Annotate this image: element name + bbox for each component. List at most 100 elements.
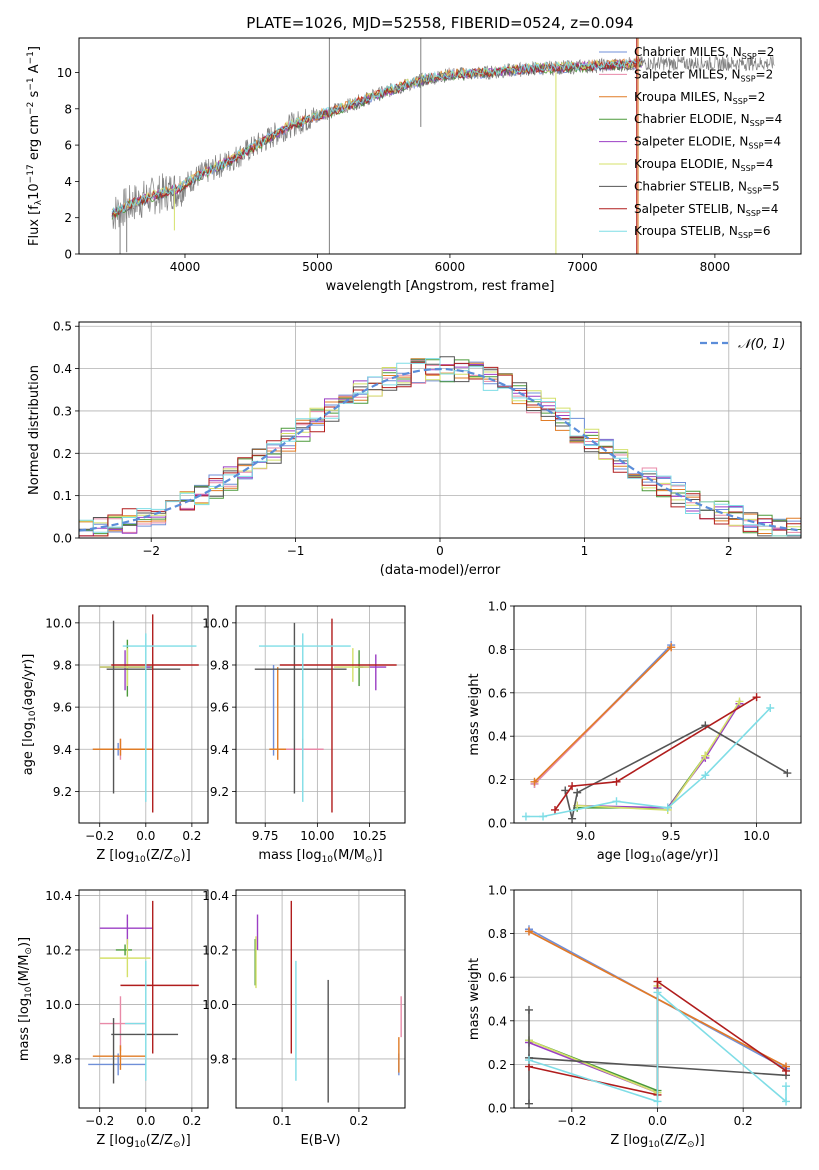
y-axis-label: mass [log10(M/M⊙)] bbox=[17, 937, 34, 1061]
y-tick-label: 4 bbox=[64, 175, 72, 189]
plus-marker bbox=[653, 1097, 662, 1106]
grid bbox=[79, 606, 208, 823]
series-chabrier-elodie bbox=[524, 984, 662, 1095]
x-axis-label: Z [log10(Z/Z⊙)] bbox=[610, 1133, 704, 1150]
legend-n: =6 bbox=[753, 224, 771, 238]
x-axis-label-part: )] bbox=[181, 848, 191, 863]
x-axis-label: wavelength [Angstrom, rest frame] bbox=[326, 279, 555, 294]
plus-marker bbox=[524, 927, 533, 936]
plus-marker bbox=[782, 1082, 791, 1091]
plus-marker bbox=[539, 812, 548, 821]
series-kroupa-stelib bbox=[521, 703, 775, 821]
y-tick-label: 9.8 bbox=[210, 1052, 229, 1066]
y-tick-label: 0.0 bbox=[488, 817, 507, 831]
legend-sub: SSP bbox=[741, 164, 756, 173]
plus-marker bbox=[653, 977, 662, 986]
x-tick-label: −0.2 bbox=[85, 829, 114, 843]
y-tick-label: 6 bbox=[64, 139, 72, 153]
x-tick-label: 0.2 bbox=[182, 1114, 201, 1128]
legend-text: Salpeter ELODIE, N bbox=[634, 135, 748, 149]
point-kroupa-miles bbox=[92, 738, 153, 756]
y-axis-label-part: λ bbox=[34, 199, 44, 205]
x-axis-label-part: Z [log bbox=[610, 1133, 648, 1148]
series-kroupa-stelib bbox=[524, 988, 791, 1106]
legend-label: Kroupa STELIB, NSSP=6 bbox=[634, 224, 771, 240]
axes-frame bbox=[513, 605, 802, 824]
y-tick-label: 8 bbox=[64, 102, 72, 116]
point-salpeter-elodie bbox=[99, 650, 151, 691]
plus-marker bbox=[561, 786, 570, 795]
x-axis-label-part: age [log bbox=[597, 848, 650, 863]
panel-age-vs-z: −0.2 0.0 0.29.29.49.69.810.0Z [log10(Z/Z⊙)… bbox=[21, 605, 209, 865]
legend-sub: SSP bbox=[750, 119, 765, 128]
legend-n: =4 bbox=[763, 135, 781, 149]
x-tick-label: −0.2 bbox=[557, 1114, 586, 1128]
plus-marker bbox=[524, 1056, 533, 1065]
legend-n: =4 bbox=[765, 112, 783, 126]
plus-marker bbox=[782, 1066, 791, 1075]
x-axis-label-part: Z [log bbox=[96, 848, 134, 863]
y-axis-label-part: mass [log bbox=[17, 998, 32, 1061]
point-kroupa-stelib bbox=[125, 960, 147, 1081]
y-tick-label: 9.8 bbox=[210, 658, 229, 672]
x-tick-label: 6000 bbox=[435, 260, 466, 274]
y-tick-label: 1.0 bbox=[488, 884, 507, 898]
plus-marker bbox=[568, 814, 577, 823]
y-tick-label: 10.4 bbox=[202, 889, 229, 903]
plus-marker bbox=[701, 771, 710, 780]
y-tick-label: 10.0 bbox=[45, 616, 72, 630]
legend-text: Kroupa ELODIE, N bbox=[634, 157, 741, 171]
x-axis-label-part: (Z/Z bbox=[660, 1133, 687, 1148]
x-tick-label: 0.1 bbox=[273, 1114, 292, 1128]
plot-area bbox=[254, 900, 402, 1103]
axes-frame bbox=[78, 889, 209, 1109]
series-line bbox=[554, 696, 758, 811]
x-axis-label-part: (Z/Z bbox=[146, 848, 173, 863]
panel-spectrum: 4000 5000 6000 7000 8000 0 2 4 6 8 10 wavelength [A… bbox=[26, 37, 802, 294]
legend-n: =2 bbox=[757, 45, 775, 59]
point-chabrier-stelib bbox=[106, 620, 181, 794]
y-tick-label: 9.2 bbox=[53, 785, 72, 799]
y-tick-label: 0 bbox=[64, 248, 72, 262]
point-kroupa-stelib bbox=[258, 633, 351, 802]
x-axis-label-part: (age/yr)] bbox=[661, 848, 718, 863]
plus-marker bbox=[612, 777, 621, 786]
legend-n: =5 bbox=[762, 179, 780, 193]
series-salpeter-stelib bbox=[111, 58, 642, 219]
point-kroupa-miles bbox=[92, 1045, 146, 1070]
panel-mass-weight-vs-age: 9.0 9.5 10.0 0.0 0.2 0.4 0.6 0.8 1.0 age [log10(a… bbox=[467, 600, 802, 865]
x-tick-label: −1 bbox=[287, 544, 305, 558]
x-axis-label-part: )] bbox=[372, 848, 382, 863]
plot-area bbox=[524, 925, 791, 1108]
y-axis-label-part: s bbox=[27, 90, 42, 101]
plot-area bbox=[521, 641, 792, 823]
point-salpeter-miles bbox=[286, 738, 324, 760]
legend-text: Kroupa MILES, N bbox=[634, 90, 733, 104]
x-tick-label: 5000 bbox=[302, 260, 333, 274]
point-chabrier-elodie bbox=[354, 650, 364, 687]
axes-frame bbox=[513, 889, 802, 1109]
legend-text: Chabrier STELIB, N bbox=[634, 179, 747, 193]
legend: 𝒩(0, 1) bbox=[700, 337, 785, 352]
y-tick-label: 10.0 bbox=[202, 998, 229, 1012]
x-tick-label: 9.75 bbox=[252, 829, 279, 843]
y-axis-label: Normed distribution bbox=[27, 365, 42, 495]
y-axis-label-part: −1 bbox=[26, 51, 36, 64]
legend-text: Salpeter MILES, N bbox=[634, 67, 741, 81]
y-axis-label: mass weight bbox=[467, 958, 482, 1040]
y-tick-label: 1.0 bbox=[488, 600, 507, 614]
series-salpeter-miles bbox=[111, 57, 642, 216]
y-tick-label: 10.0 bbox=[202, 616, 229, 630]
series-line bbox=[528, 988, 659, 1092]
point-salpeter-elodie bbox=[359, 654, 387, 691]
x-tick-label: 9.0 bbox=[576, 829, 595, 843]
x-tick-label: 10.00 bbox=[300, 829, 334, 843]
x-axis-label: E(B-V) bbox=[300, 1133, 340, 1148]
point-kroupa-stelib bbox=[122, 633, 197, 802]
y-axis-label: Flux [fλ10−17 erg cm−2 s−1 A−1] bbox=[26, 46, 44, 246]
panel-mass-vs-z: −0.2 0.0 0.29.810.010.210.4Z [log10(Z/Z⊙)]… bbox=[17, 889, 209, 1150]
x-axis-label: mass [log10(M/M⊙)] bbox=[258, 848, 382, 865]
series-line bbox=[528, 985, 659, 1094]
y-tick-label: 9.4 bbox=[53, 743, 72, 757]
